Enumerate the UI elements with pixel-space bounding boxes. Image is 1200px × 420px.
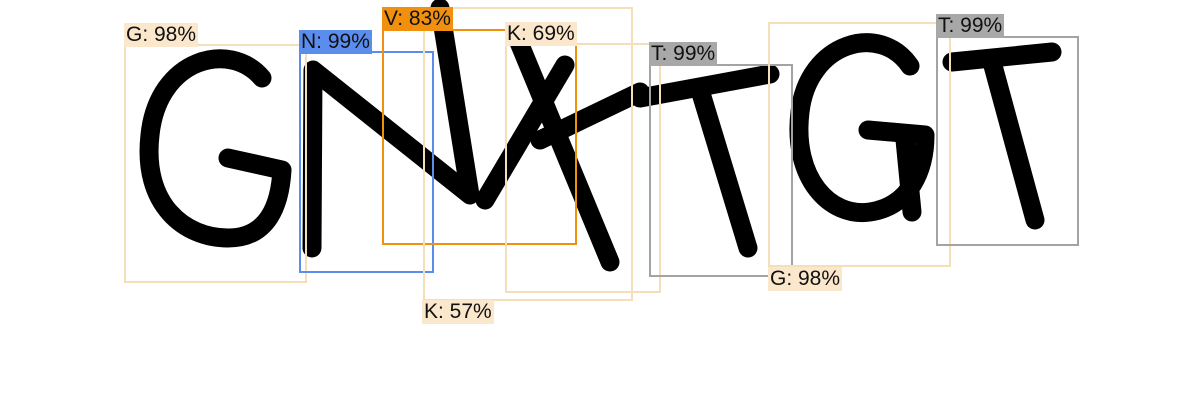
captcha-glyph-k-2 bbox=[475, 55, 575, 210]
detection-box-v bbox=[382, 29, 577, 245]
captcha-glyph-t-2-stem bbox=[982, 52, 1045, 230]
captcha-glyph-t-1-stem bbox=[690, 80, 758, 258]
detection-box-g-1 bbox=[124, 44, 307, 283]
captcha-glyph-n bbox=[302, 0, 480, 258]
detection-label-t-1: T: 99% bbox=[649, 42, 718, 66]
detection-label-k-69: K: 69% bbox=[505, 22, 577, 46]
captcha-glyph-g-1 bbox=[139, 49, 292, 248]
detection-box-k-57 bbox=[423, 7, 633, 301]
detection-label-k-57: K: 57% bbox=[422, 300, 494, 324]
detection-box-k-69 bbox=[505, 43, 661, 293]
detection-box-g-2 bbox=[768, 22, 951, 267]
detection-label-n: N: 99% bbox=[299, 30, 372, 54]
detection-box-t-1 bbox=[649, 64, 793, 277]
detection-label-g-1: G: 98% bbox=[124, 23, 199, 47]
captcha-glyph-k-3 bbox=[530, 82, 650, 150]
captcha-glyph-t-2-bar bbox=[942, 42, 1062, 72]
detection-label-g-2: G: 98% bbox=[768, 267, 843, 291]
detection-label-v: V: 83% bbox=[382, 7, 453, 31]
captcha-glyph-g-2-tail bbox=[895, 130, 922, 222]
detection-label-t-2: T: 99% bbox=[936, 14, 1005, 38]
captcha-glyph-k-1 bbox=[508, 30, 620, 272]
detection-box-t-2 bbox=[936, 36, 1079, 246]
